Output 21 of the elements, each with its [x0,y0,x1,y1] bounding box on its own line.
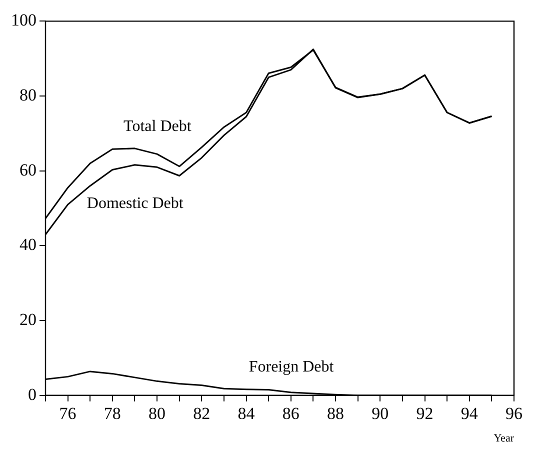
series-label: Total Debt [124,118,192,136]
series-label: Domestic Debt [86,194,184,212]
y-tick-label: 20 [20,310,36,330]
x-tick-label: 96 [506,404,522,424]
y-tick-label: 80 [20,86,36,105]
x-tick-label: 92 [416,404,434,424]
x-tick-label: 78 [104,404,121,424]
x-tick-label: 80 [148,404,166,424]
x-tick-label: 86 [282,404,300,424]
y-tick-label: 100 [11,10,36,30]
x-tick-label: 76 [59,404,76,424]
y-tick-label: 40 [20,235,36,254]
x-tick-label: 84 [238,404,256,424]
x-axis-title: Year [494,432,514,444]
series-label: Foreign Debt [248,358,334,376]
y-tick-label: 60 [20,160,36,180]
y-tick-label: 0 [28,384,36,404]
x-tick-label: 82 [193,404,210,424]
x-tick-label: 94 [460,404,478,424]
x-tick-label: 90 [372,404,389,424]
x-tick-label: 88 [327,404,344,424]
